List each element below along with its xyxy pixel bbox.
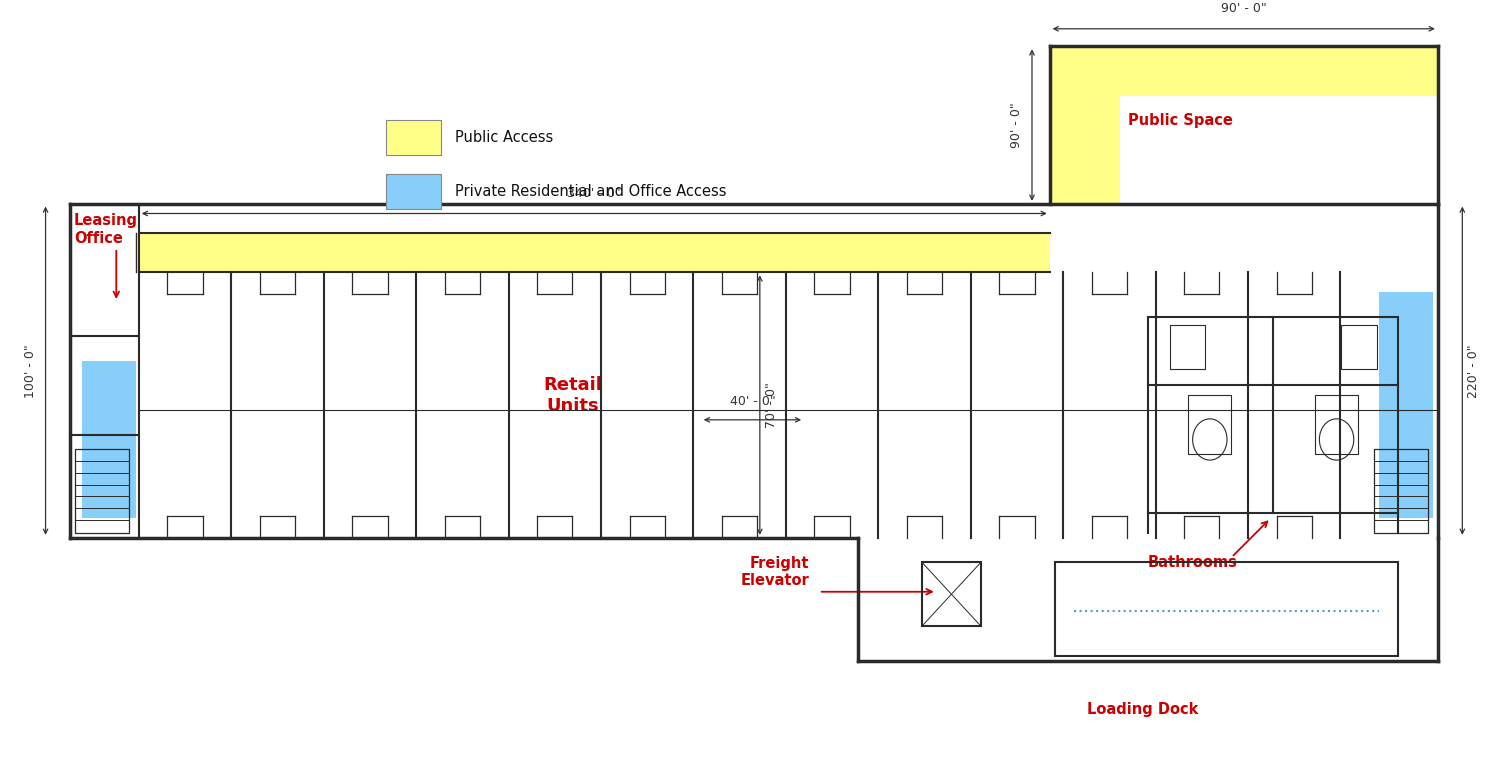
Bar [1379,292,1433,518]
Text: Public Access: Public Access [455,130,554,145]
Bar [922,562,980,626]
Bar [1148,316,1399,513]
Text: Bathrooms: Bathrooms [1148,554,1238,570]
Text: 90' - 0": 90' - 0" [1220,2,1267,15]
Text: Retail
Units: Retail Units [543,376,602,415]
Bar [386,174,440,209]
Bar [140,233,1049,273]
Text: Private Residential and Office Access: Private Residential and Office Access [455,184,726,199]
Text: Freight
Elevator: Freight Elevator [740,556,809,588]
Text: Loading Dock: Loading Dock [1087,702,1199,717]
Bar [386,120,440,155]
Bar [1342,324,1376,369]
Text: 70' - 0": 70' - 0" [764,382,778,428]
Text: 40' - 0": 40' - 0" [729,395,776,408]
Bar [1049,46,1120,204]
Text: Public Space: Public Space [1129,112,1234,128]
Text: Leasing
Office: Leasing Office [74,213,138,246]
Bar [83,361,137,518]
Bar [1169,324,1205,369]
Bar [1049,46,1438,95]
Bar [1189,395,1231,454]
Text: 220' - 0": 220' - 0" [1468,344,1480,397]
Bar [75,450,129,533]
Text: 340' - 0": 340' - 0" [567,187,621,199]
Text: 100' - 0": 100' - 0" [24,344,38,397]
Bar [1055,562,1399,655]
Bar [1373,450,1427,533]
Bar [1315,395,1358,454]
Text: 90' - 0": 90' - 0" [1010,102,1024,148]
